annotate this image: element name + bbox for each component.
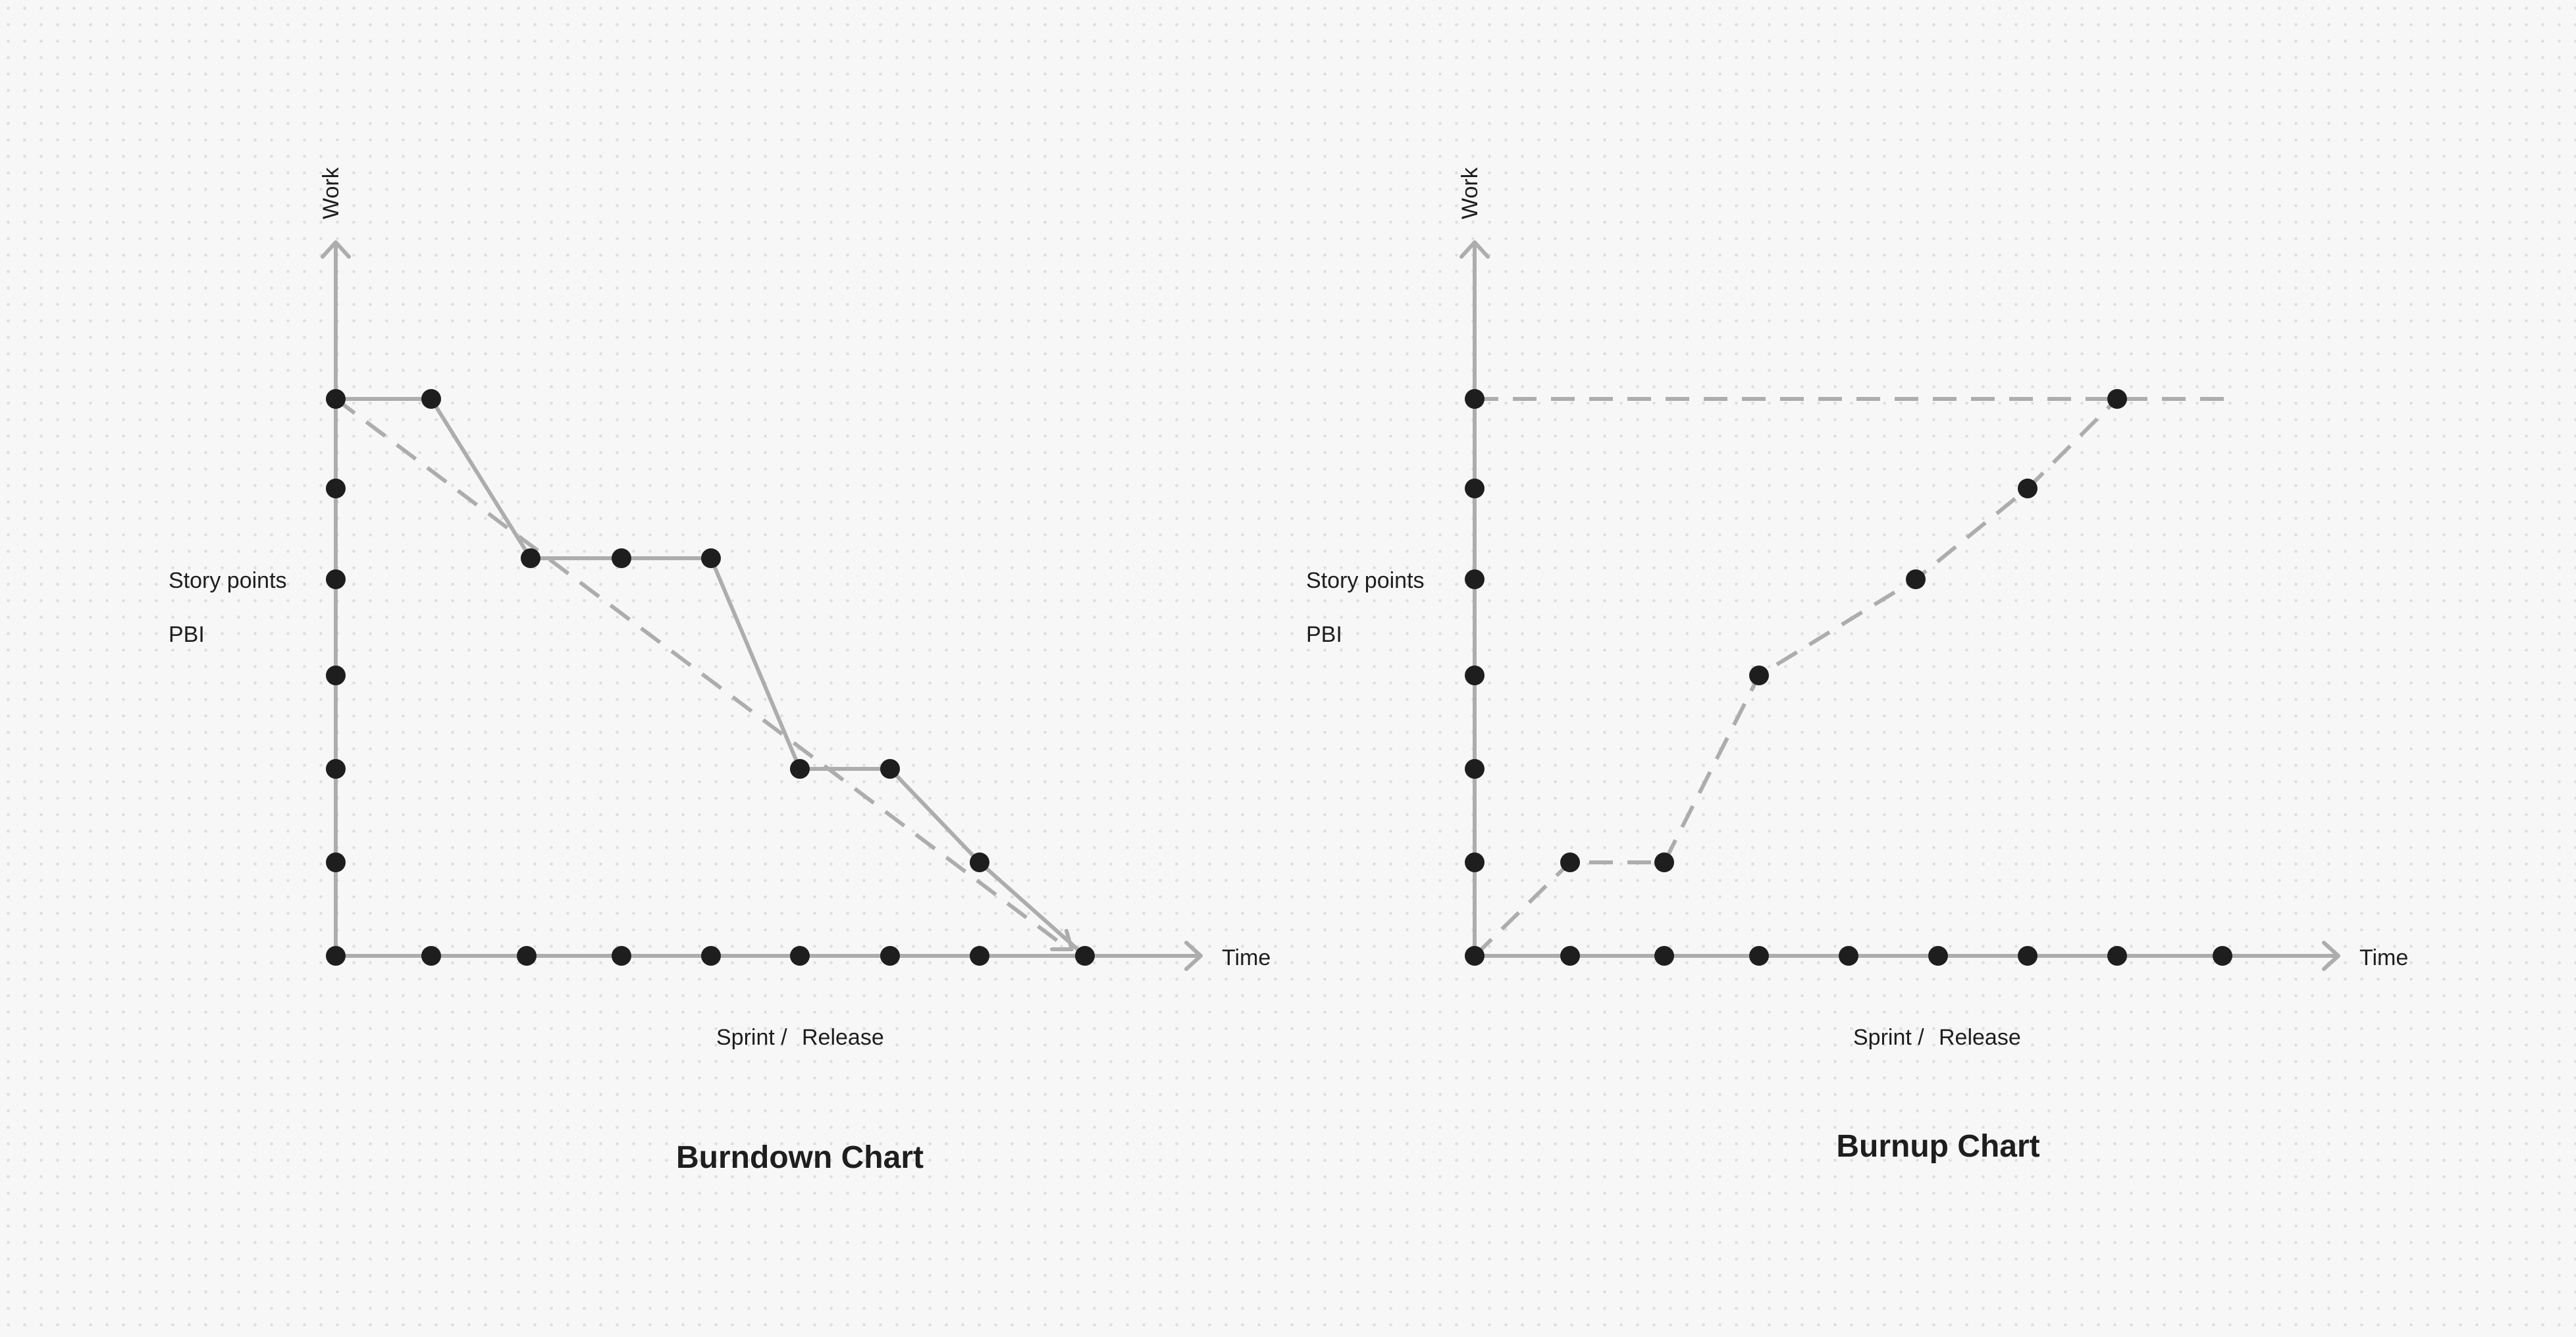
burndown-y-axis-point [326,479,346,498]
burnup-done-point [1906,569,1926,589]
burnup-x-axis-point [1654,946,1674,966]
burndown-side-label-story-points: Story points [169,568,287,593]
burndown-ideal-line-arrowhead [1050,929,1074,951]
burnup-done-point [2107,389,2127,409]
burndown-x-axis-point [970,946,989,966]
burnup-done-point [2018,479,2037,498]
burnup-x-axis-arrowhead [2322,941,2340,971]
burndown-actual-point [421,389,441,409]
burnup-y-axis-arrowhead [1459,240,1490,259]
burnup-bottom-label-release: Release [1939,1025,2021,1050]
burndown-y-axis-arrowhead [321,240,351,259]
burndown-y-axis-point [326,389,346,409]
burnup-x-axis-point [2018,946,2037,966]
burndown-y-axis-point [326,569,346,589]
burnup-side-label-pbi: PBI [1306,622,1342,647]
burnup-x-axis-point [2213,946,2232,966]
burndown-side-label-pbi: PBI [169,622,205,647]
burnup-x-axis-point [2107,946,2127,966]
burndown-x-axis-point [701,946,721,966]
burndown-x-axis-arrowhead [1184,941,1203,971]
burnup-done-point [1654,852,1674,872]
burndown-chart-title: Burndown Chart [676,1140,924,1175]
burndown-x-axis-point [517,946,537,966]
burndown-actual-point [970,852,989,872]
burndown-y-axis-label: Work [319,167,344,219]
burndown-x-axis-point [790,946,810,966]
burndown-actual-point [701,548,721,568]
burndown-actual-point [790,759,810,779]
burnup-x-axis-point [1928,946,1948,966]
burnup-side-label-story-points: Story points [1306,568,1425,593]
burnup-y-axis-point [1465,666,1485,685]
burndown-actual-line [334,397,1087,958]
burndown-x-axis-point [612,946,631,966]
burndown-actual-point [880,759,900,779]
burnup-chart-title: Burnup Chart [1836,1129,2039,1164]
burnup-y-axis-point [1465,852,1485,872]
burndown-actual-point [612,548,631,568]
burnup-chart: Work Time Story points PBI Sprint / Rele… [1306,167,2408,1164]
burnup-x-axis-point [1560,946,1580,966]
burndown-actual-point [521,548,540,568]
burnup-y-axis-point [1465,759,1485,779]
burnup-y-axis-point [1465,389,1485,409]
burnup-x-axis-point [1749,946,1769,966]
burndown-x-axis-point [421,946,441,966]
burndown-y-axis-point [326,852,346,872]
burnup-x-axis-label: Time [2359,945,2408,970]
burndown-origin-point [326,946,346,966]
burndown-ideal-line [334,397,1066,949]
burndown-y-axis-point [326,759,346,779]
burnup-bottom-label-sprint: Sprint / [1853,1025,1924,1050]
burndown-x-axis-point [880,946,900,966]
burnup-y-axis-label: Work [1458,167,1483,219]
burnup-done-point [1560,852,1580,872]
burndown-y-axis-point [326,666,346,685]
burndown-chart: Work Time Story points PBI Sprint / Rele… [169,167,1271,1175]
burnup-y-axis-point [1465,479,1485,498]
burnup-x-axis-point [1839,946,1858,966]
burnup-origin-point [1465,946,1485,966]
burndown-bottom-label-sprint: Sprint / [716,1025,787,1050]
burnup-done-point [1749,666,1769,685]
burndown-x-axis-point [1075,946,1095,966]
burndown-bottom-label-release: Release [802,1025,884,1050]
burnup-y-axis-point [1465,569,1485,589]
burndown-x-axis-label: Time [1222,945,1271,970]
